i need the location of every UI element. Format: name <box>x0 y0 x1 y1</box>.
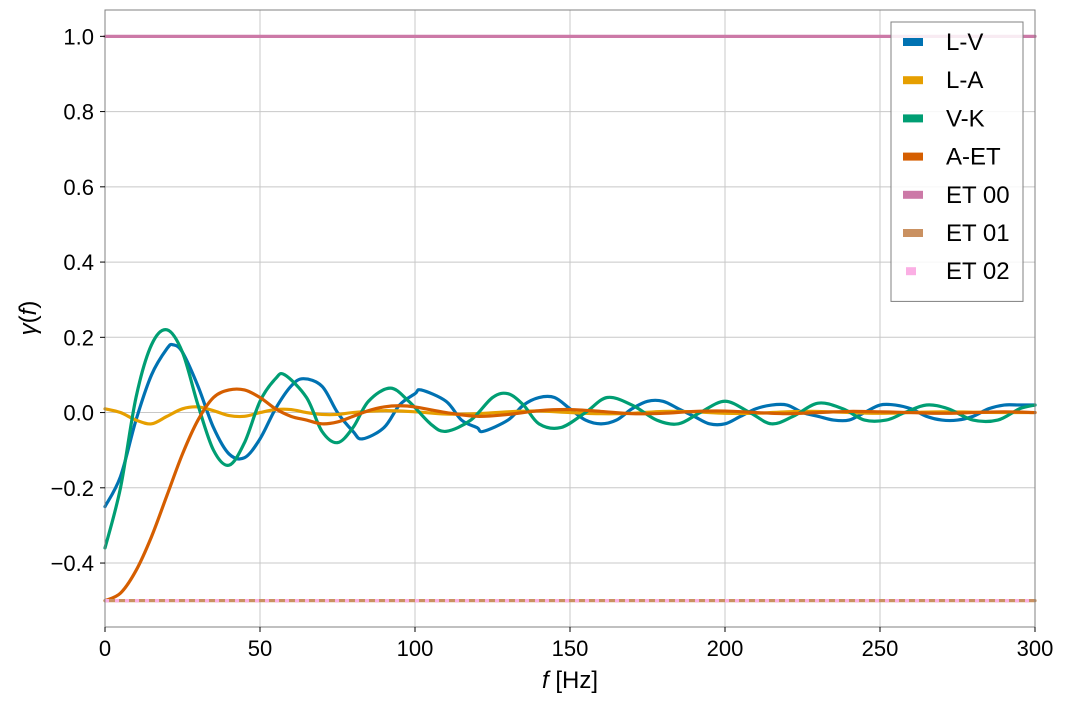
y-tick-label: 0.6 <box>63 175 94 200</box>
series-line-a-et <box>103 387 1037 603</box>
x-tick-label: 200 <box>707 636 744 661</box>
legend-label: L-A <box>946 67 983 94</box>
series-layer <box>103 34 1037 603</box>
y-tick-label: 0.0 <box>63 401 94 426</box>
legend-label: ET 00 <box>946 182 1010 209</box>
y-tick-label: −0.4 <box>51 551 94 576</box>
legend-box <box>890 21 1024 302</box>
legend-handle <box>903 76 923 85</box>
ticks: 0 50 100 150 200 250 300 −0.4 −0.2 0.0 0.2 0.4 0.6 0.… <box>51 24 1054 661</box>
series-line-l-v <box>103 342 1037 509</box>
legend-label: A-ET <box>946 144 1001 171</box>
y-tick-label: 1.0 <box>63 24 94 49</box>
legend-label: L-V <box>946 29 983 56</box>
legend-label: ET 01 <box>946 220 1010 247</box>
y-tick-label: −0.2 <box>51 476 94 501</box>
y-axis-label: γ(f) <box>15 301 42 336</box>
x-tick-label: 150 <box>552 636 589 661</box>
y-tick-label: 0.8 <box>63 100 94 125</box>
x-tick-label: 300 <box>1017 636 1054 661</box>
legend-handle <box>906 267 916 276</box>
y-tick-label: 0.4 <box>63 250 94 275</box>
series-line-v-k <box>103 328 1037 550</box>
x-axis-label: f [Hz] <box>542 667 598 694</box>
legend-handle <box>903 190 923 199</box>
y-tick-label: 0.2 <box>63 325 94 350</box>
legend-handle <box>903 114 923 123</box>
legend-label: V-K <box>946 105 985 132</box>
legend: L-V L-A V-K A-ET ET 00 ET 01 ET 02 <box>890 21 1024 302</box>
x-tick-label: 0 <box>99 636 111 661</box>
x-tick-label: 250 <box>862 636 899 661</box>
x-tick-label: 50 <box>248 636 272 661</box>
legend-handle <box>903 152 923 161</box>
legend-handle <box>903 38 923 46</box>
x-tick-label: 100 <box>397 636 434 661</box>
legend-handle <box>903 229 923 237</box>
legend-label: ET 02 <box>946 258 1010 285</box>
